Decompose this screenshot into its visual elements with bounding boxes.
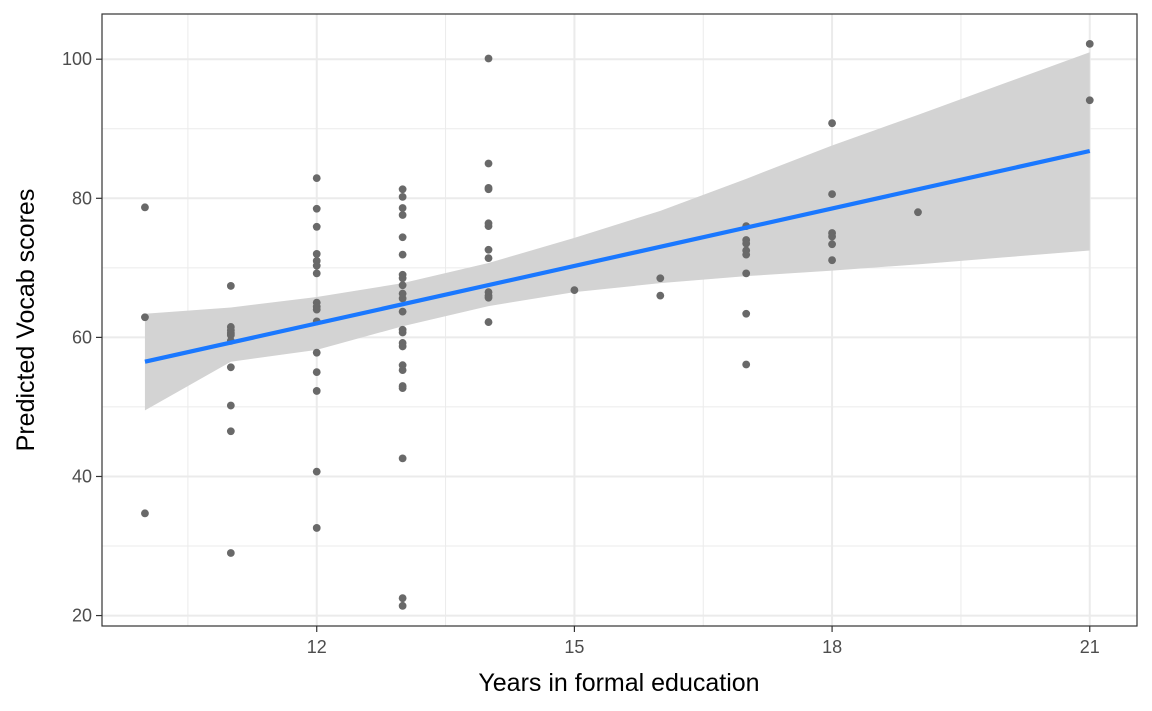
data-point <box>226 401 235 410</box>
data-point <box>484 222 493 231</box>
major-gridlines <box>102 14 1137 626</box>
data-point <box>226 331 235 340</box>
data-point <box>312 261 321 270</box>
data-point <box>312 368 321 377</box>
data-point <box>742 269 751 278</box>
data-point <box>312 222 321 231</box>
x-axis-title: Years in formal education <box>478 669 759 697</box>
data-point <box>398 204 407 212</box>
data-point <box>398 185 407 194</box>
data-point <box>398 594 407 603</box>
data-point <box>398 233 407 242</box>
y-tick-label: 20 <box>72 606 92 626</box>
x-tick-label: 18 <box>822 637 842 657</box>
data-point <box>312 467 321 476</box>
data-point <box>828 240 836 249</box>
data-point <box>398 342 407 351</box>
y-tick-label: 40 <box>72 466 92 486</box>
data-point <box>828 190 836 199</box>
data-point <box>312 204 321 213</box>
data-point <box>742 360 751 369</box>
y-tick-label: 80 <box>72 188 92 208</box>
data-point <box>312 305 321 314</box>
data-point <box>398 274 407 283</box>
y-tick-label: 60 <box>72 327 92 347</box>
data-point <box>484 254 493 263</box>
x-tick-label: 12 <box>307 637 327 657</box>
data-point <box>141 313 149 322</box>
confidence-band-layer <box>144 52 1090 411</box>
data-point <box>312 524 321 532</box>
data-point <box>141 509 149 518</box>
data-point <box>1085 40 1094 48</box>
data-point <box>828 256 836 265</box>
regression-line <box>144 148 1091 364</box>
confidence-band <box>144 52 1090 411</box>
data-point <box>828 119 836 128</box>
data-point <box>398 454 407 463</box>
data-point <box>570 286 579 294</box>
data-point <box>312 387 321 395</box>
data-point <box>742 309 751 318</box>
data-point <box>398 307 407 316</box>
data-point <box>312 174 321 183</box>
data-point <box>656 291 665 300</box>
y-axis-ticks: 20 40 60 80 100 <box>62 49 102 626</box>
scatter-points <box>141 40 1094 610</box>
x-axis-ticks: 12 15 18 21 <box>307 626 1100 657</box>
data-point <box>656 274 665 283</box>
fit-line-layer <box>144 148 1091 364</box>
data-point <box>484 159 493 168</box>
data-point <box>398 366 407 374</box>
data-point <box>742 239 751 248</box>
data-point <box>1085 96 1094 105</box>
y-tick-label: 100 <box>62 49 92 69</box>
data-point <box>141 203 149 212</box>
data-point <box>398 328 407 337</box>
data-point <box>226 549 235 557</box>
data-point <box>398 250 407 259</box>
data-point <box>226 282 235 290</box>
data-point <box>484 245 493 254</box>
data-point <box>828 232 836 241</box>
data-point <box>484 54 493 63</box>
data-point <box>398 211 407 219</box>
y-axis-title: Predicted Vocab scores <box>12 189 40 452</box>
panel-border <box>101 13 1138 627</box>
data-point <box>484 185 493 194</box>
data-point <box>484 318 493 326</box>
data-point <box>914 208 922 217</box>
x-tick-label: 15 <box>564 637 584 657</box>
data-point <box>312 250 321 258</box>
data-point <box>398 294 407 303</box>
data-point <box>398 193 407 201</box>
data-point <box>226 427 235 436</box>
data-point <box>398 281 407 290</box>
data-point <box>312 269 321 278</box>
x-tick-label: 21 <box>1080 637 1100 657</box>
data-point <box>484 293 493 302</box>
data-point <box>742 250 751 259</box>
data-point <box>398 601 407 610</box>
data-point <box>398 384 407 393</box>
data-point <box>226 363 235 372</box>
data-point <box>312 348 321 357</box>
